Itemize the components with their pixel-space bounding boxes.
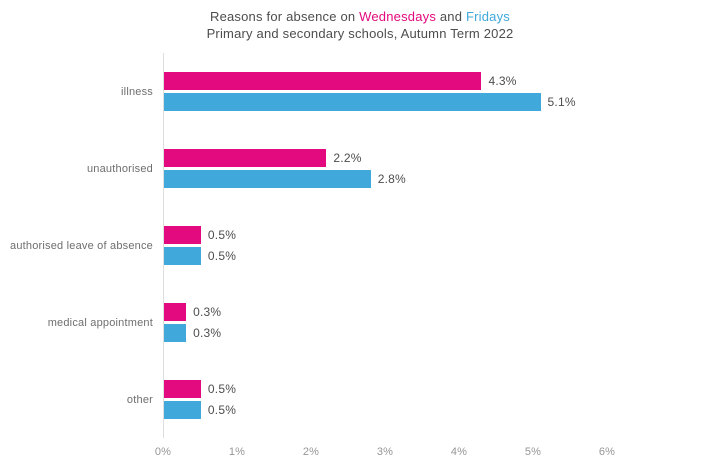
- bar-fridays-medical-appointment: [164, 324, 187, 342]
- bar-row-wednesdays-medical-appointment: 0.3%: [164, 303, 607, 321]
- chart-header: Reasons for absence on Wednesdays and Fr…: [0, 0, 720, 42]
- x-tick-5pct: 5%: [524, 446, 542, 458]
- bar-row-wednesdays-authorised-leave-of-absence: 0.5%: [164, 226, 607, 244]
- title-prefix: Reasons for absence on: [209, 9, 360, 24]
- value-label-fridays-illness: 5.1%: [547, 95, 576, 109]
- bar-group-medical-appointment: 0.3% 0.3%: [164, 284, 607, 361]
- x-tick-4pct: 4%: [450, 446, 468, 458]
- bar-wednesdays-other: [164, 380, 201, 398]
- bar-row-wednesdays-other: 0.5%: [164, 380, 607, 398]
- bar-wednesdays-unauthorised: [164, 149, 327, 167]
- title-connector: and: [436, 9, 466, 24]
- plot-area: 4.3% 5.1% 2.2% 2.8% 0.5% 0.5% 0.3% 0.3% 0.5% 0.5%: [163, 53, 607, 438]
- value-label-wednesdays-authorised-leave-of-absence: 0.5%: [207, 228, 237, 242]
- bar-row-fridays-other: 0.5%: [164, 401, 607, 419]
- value-label-wednesdays-unauthorised: 2.2%: [333, 151, 362, 165]
- x-tick-2pct: 2%: [302, 446, 320, 458]
- category-label-unauthorised: unauthorised: [86, 162, 153, 175]
- title-wednesdays: Wednesdays: [359, 9, 437, 24]
- chart-title: Reasons for absence on Wednesdays and Fr…: [0, 8, 720, 25]
- x-axis: 0% 1% 2% 3% 4% 5% 6%: [155, 444, 615, 466]
- x-tick-1pct: 1%: [228, 446, 246, 458]
- bar-row-wednesdays-illness: 4.3%: [164, 72, 607, 90]
- bar-row-fridays-medical-appointment: 0.3%: [164, 324, 607, 342]
- bar-fridays-unauthorised: [164, 170, 371, 188]
- value-label-fridays-authorised-leave-of-absence: 0.5%: [207, 249, 237, 263]
- value-label-wednesdays-illness: 4.3%: [488, 74, 517, 88]
- bar-wednesdays-medical-appointment: [164, 303, 187, 321]
- bar-group-other: 0.5% 0.5%: [164, 361, 607, 438]
- value-label-wednesdays-medical-appointment: 0.3%: [193, 305, 222, 319]
- bar-chart: illness unauthorised authorised leave of a…: [0, 53, 720, 438]
- value-label-fridays-medical-appointment: 0.3%: [193, 326, 222, 340]
- category-label-authorised-leave-of-absence: authorised leave of absence: [10, 239, 153, 252]
- bar-fridays-authorised-leave-of-absence: [164, 247, 201, 265]
- x-tick-3pct: 3%: [376, 446, 394, 458]
- chart-subtitle: Primary and secondary schools, Autumn Te…: [206, 26, 514, 41]
- bar-row-fridays-authorised-leave-of-absence: 0.5%: [164, 247, 607, 265]
- bar-row-fridays-unauthorised: 2.8%: [164, 170, 607, 188]
- category-label-illness: illness: [121, 85, 153, 98]
- bar-wednesdays-authorised-leave-of-absence: [164, 226, 201, 244]
- bar-group-illness: 4.3% 5.1%: [164, 53, 607, 130]
- value-label-wednesdays-other: 0.5%: [207, 382, 237, 396]
- category-label-other: other: [126, 393, 153, 406]
- bar-fridays-other: [164, 401, 201, 419]
- category-axis: illness unauthorised authorised leave of a…: [0, 53, 163, 438]
- bar-wednesdays-illness: [164, 72, 482, 90]
- bar-group-authorised-leave-of-absence: 0.5% 0.5%: [164, 207, 607, 284]
- x-tick-0pct: 0%: [154, 446, 172, 458]
- category-label-medical-appointment: medical appointment: [47, 316, 153, 329]
- bar-group-unauthorised: 2.2% 2.8%: [164, 130, 607, 207]
- title-fridays: Fridays: [465, 9, 510, 24]
- x-tick-6pct: 6%: [598, 446, 616, 458]
- value-label-fridays-unauthorised: 2.8%: [377, 172, 406, 186]
- bar-row-wednesdays-unauthorised: 2.2%: [164, 149, 607, 167]
- value-label-fridays-other: 0.5%: [207, 403, 237, 417]
- bar-row-fridays-illness: 5.1%: [164, 93, 607, 111]
- bar-fridays-illness: [164, 93, 541, 111]
